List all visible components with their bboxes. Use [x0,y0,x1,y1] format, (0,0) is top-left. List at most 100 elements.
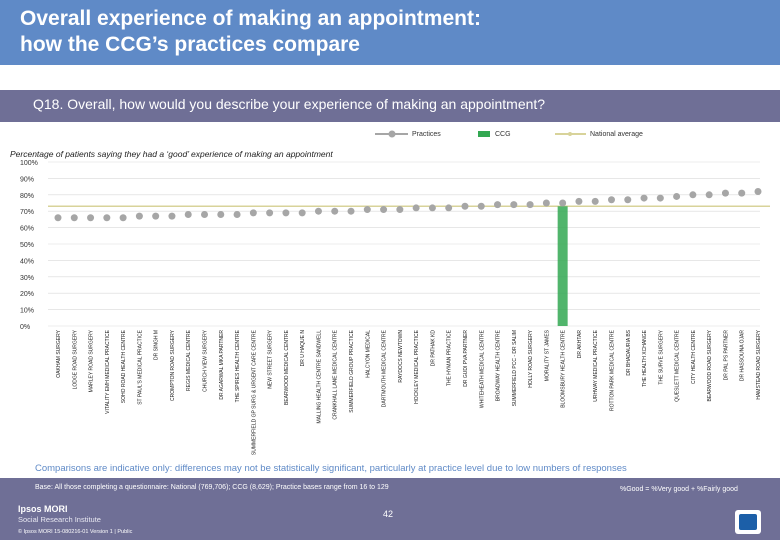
category-label: HOLLY ROAD SURGERY [528,329,534,387]
category-label: DR U HAQUE N [300,330,306,367]
practice-point [331,207,339,215]
chart-subtitle: Percentage of patients saying they had a… [10,149,333,159]
footnote: Comparisons are indicative only: differe… [35,463,627,474]
legend-practices-marker [388,130,396,138]
practice-point [526,201,534,209]
category-label: ST PAUL'S MEDICAL PRACTICE [137,329,143,404]
category-label: DR HASSOUNA OJAR [740,330,746,382]
category-label: MARLEY ROAD SURGERY [89,329,95,392]
practice-point [233,210,241,218]
category-label: DR GUDI PVA PARTNER [463,330,469,387]
y-tick-label: 40% [20,258,34,265]
practice-point [380,206,388,214]
practice-point [673,192,681,200]
practice-point [54,214,62,222]
category-label: SUMMERFIELD PCC - DR SALIM [512,330,518,406]
category-label: CROMPTON ROAD SURGERY [170,329,176,401]
legend-national-marker [568,132,572,136]
practice-point [87,214,95,222]
practice-point [494,201,502,209]
category-label: SOHO ROAD HEALTH CENTRE [121,329,127,403]
title-line-2: how the CCG’s practices compare [20,33,360,56]
practice-point [591,197,599,205]
practice-point [754,188,762,196]
practice-point [103,214,111,222]
y-tick-label: 30% [20,275,34,282]
base-note: Base: All those completing a questionnai… [35,484,389,491]
category-label: MALLING HEALTH CENTRE SANDWELL [316,330,322,424]
practice-point [656,194,664,202]
category-label: THE SPIRES HEALTH CENTRE [235,329,241,402]
category-label: LODGE ROAD SURGERY [72,329,78,389]
title-line-1: Overall experience of making an appointm… [20,7,481,30]
practice-point [510,201,518,209]
practice-point [428,204,436,212]
practice-point [477,202,485,210]
y-tick-label: 0% [20,324,30,331]
brand-name: Ipsos MORI [18,504,68,514]
category-label: QUESLETT MEDICAL CENTRE [675,329,681,401]
category-label: HALCYON MEDICAL [365,330,371,378]
legend-national-label: National average [590,131,643,138]
category-label: BROADWAY HEALTH CENTRE [496,329,502,401]
category-label: WHITEHEATH MEDICAL CENTRE [479,329,485,408]
category-label: BEARWOOD ROAD SURGERY [707,329,713,401]
category-label: BLOOMSBURY HEALTH CENTRE [561,329,567,407]
category-label: HAMSTEAD ROAD SURGERY [756,329,762,399]
practice-point [738,189,746,197]
category-label: SUMMERFIELD GP SURG & URGENT CARE CENTRE [251,329,257,455]
category-label: CRANKHALL LANE MEDICAL CENTRE [333,329,339,419]
brand-subtitle: Social Research Institute [18,515,101,524]
category-label: DARTMOUTH MEDICAL CENTRE [382,329,388,407]
category-label: THE SURVE SURGERY [658,329,664,384]
category-label: DR BHADAURIA BS [626,329,632,375]
y-tick-label: 50% [20,242,34,249]
practice-point [298,209,306,217]
practice-point [445,204,453,212]
y-tick-label: 60% [20,226,34,233]
practice-point [542,199,550,207]
practice-point [347,207,355,215]
practice-point [689,191,697,199]
category-label: MORALITY ST JAMES [544,329,550,381]
practice-point [461,202,469,210]
category-label: URHWAY MEDICAL PRACTICE [593,329,599,401]
page-title: Overall experience of making an appointm… [20,6,481,58]
practice-point [152,212,160,220]
practice-point [184,210,192,218]
practice-point [119,214,127,222]
practice-point [575,197,583,205]
practice-point [168,212,176,220]
category-label: BEARWOOD MEDICAL CENTRE [284,329,290,405]
category-label: RAYDOCS NEWTOWN [398,330,404,383]
page-number: 42 [383,509,394,519]
category-label: OAKHAM SURGERY [56,329,62,377]
practice-point [412,204,420,212]
ccg-bar [557,206,568,326]
copyright: © Ipsos MORI 15-080216-01 Version 1 | Pu… [18,529,133,535]
y-tick-label: 90% [20,176,34,183]
y-tick-label: 20% [20,291,34,298]
good-definition-note: %Good = %Very good + %Fairly good [620,486,738,493]
category-label: ROTTON PARK MEDICAL CENTRE [609,329,615,411]
practice-point [249,209,257,217]
category-label: DR AGARWAL MKA PARTNER [219,330,225,400]
category-label: HOCKLEY MEDICAL PRACTICE [414,329,420,404]
practice-point [396,206,404,214]
practice-point [266,209,274,217]
category-label: DR AKHTAR [577,330,583,359]
category-label: NEW STREET SURGERY [268,329,274,388]
footer-bar [0,478,780,540]
legend-ccg-label: CCG [495,131,511,138]
category-label: DR SINGH M [154,330,160,360]
header-bar [0,0,780,65]
practice-point [640,194,648,202]
practice-point [70,214,78,222]
category-label: REGIS MEDICAL CENTRE [186,329,192,391]
practice-point [363,206,371,214]
category-label: SUMMERFIELD GROUP PRACTICE [349,329,355,412]
category-label: VITALITY EMH MEDICAL PRACTICE [105,329,111,413]
y-tick-label: 10% [20,308,34,315]
practice-point [201,210,209,218]
